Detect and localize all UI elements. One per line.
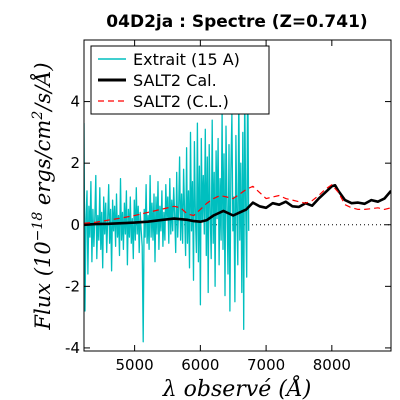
series-line-extrait-15-a [84, 54, 250, 343]
y-tick-label: 0 [70, 216, 80, 234]
x-axis-label: λ observé (Å) [162, 374, 312, 400]
legend-label-salt2-cl: SALT2 (C.L.) [133, 92, 229, 111]
ticks-layer: 5000 6000 7000 8000 -4 -2 0 2 4 [65, 40, 391, 374]
legend-label-extrait: Extrait (15 A) [133, 50, 240, 69]
series-line-salt2-c-l [84, 184, 391, 224]
y-label-pre: Flux (10 [31, 241, 55, 330]
y-tick-label: 4 [70, 93, 80, 111]
y-label-mid: ergs/cm [31, 120, 55, 212]
series-layer [84, 54, 391, 343]
x-tick-label: 7000 [247, 356, 285, 374]
chart-title: 04D2ja : Spectre (Z=0.741) [106, 12, 367, 32]
x-tick-label: 5000 [116, 356, 154, 374]
legend-label-salt2-cal: SALT2 Cal. [133, 71, 217, 90]
y-tick-label: 2 [70, 154, 80, 172]
x-tick-label: 8000 [313, 356, 351, 374]
series-line-salt2-cal [84, 184, 391, 227]
plot-border [83, 39, 392, 352]
y-label-exp2: 2 [30, 111, 46, 121]
y-axis-label: Flux (10−18 ergs/cm2/s/Å) [30, 62, 55, 330]
legend: Extrait (15 A) SALT2 Cal. SALT2 (C.L.) [90, 45, 270, 115]
x-tick-label: 6000 [181, 356, 219, 374]
y-label-exp: −18 [30, 212, 46, 242]
y-tick-label: -2 [65, 277, 80, 295]
y-label-post: /s/Å) [30, 62, 55, 112]
y-tick-label: -4 [65, 339, 80, 357]
